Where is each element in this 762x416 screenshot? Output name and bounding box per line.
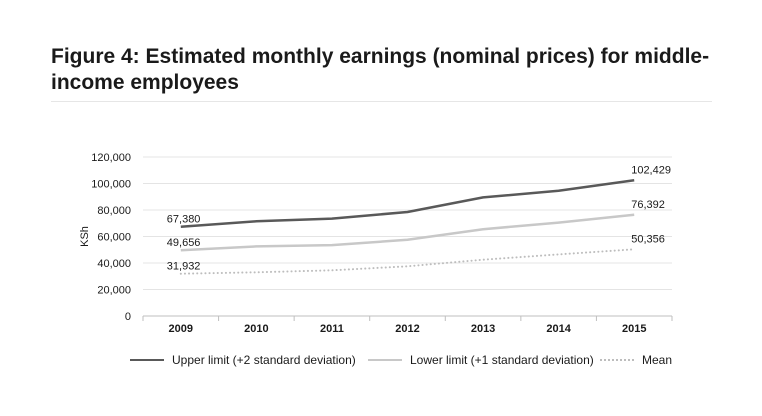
gridlines [143,156,672,290]
y-tick-label: 20,000 [97,285,131,297]
legend-label: Upper limit (+2 standard deviation) [172,353,356,367]
x-tick-label: 2010 [244,323,268,335]
legend-item: Mean [600,352,672,368]
y-axis-ticks: 0 20,000 40,000 60,000 80,000 100,000 120,000 [91,152,131,323]
x-tick-label: 2012 [395,323,419,335]
data-label-end: 102,429 [631,164,671,176]
data-labels: 67,380 102,429 49,656 76,392 31,932 50,356 [167,164,671,272]
series-line-1 [180,213,635,252]
y-tick-label: 80,000 [97,205,131,217]
y-tick-label: 60,000 [97,232,131,244]
y-tick-label: 120,000 [91,152,131,164]
legend-label: Lower limit (+1 standard deviation) [410,353,594,367]
legend-swatch [130,359,164,361]
y-tick-label: 100,000 [91,179,131,191]
figure-title: Figure 4: Estimated monthly earnings (no… [51,45,710,94]
y-tick-label: 40,000 [97,258,131,270]
legend-swatch [600,359,634,361]
data-label-end: 76,392 [631,199,665,211]
figure-title-container: Figure 4: Estimated monthly earnings (no… [51,44,711,96]
x-tick-label: 2014 [546,323,571,335]
series-line-2 [179,248,636,275]
title-divider [51,101,712,102]
x-tick-label: 2013 [471,323,495,335]
series-lines [179,179,636,275]
x-tick-label: 2015 [622,323,646,335]
x-tick-label: 2009 [169,323,193,335]
data-label-start: 67,380 [167,214,201,226]
data-label-end: 50,356 [631,233,665,245]
chart-legend: Upper limit (+2 standard deviation) Lower… [130,352,690,368]
legend-item: Upper limit (+2 standard deviation) [130,352,356,368]
legend-item: Lower limit (+1 standard deviation) [368,352,594,368]
x-axis: 2009 2010 2011 2012 2013 2014 2015 [142,315,673,335]
y-tick-label: 0 [125,311,131,323]
data-label-start: 49,656 [167,237,201,249]
data-label-start: 31,932 [167,261,201,273]
series-line-0 [180,179,635,228]
y-axis-label: KSh [79,226,91,247]
legend-label: Mean [642,353,673,367]
x-tick-label: 2011 [320,323,344,335]
legend-swatch [368,359,402,361]
